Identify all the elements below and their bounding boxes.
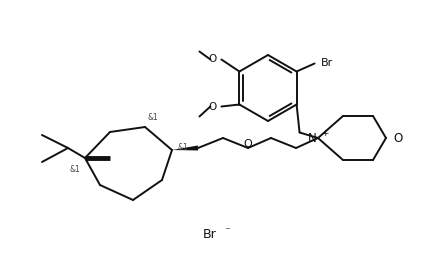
Polygon shape: [172, 146, 198, 151]
Text: O: O: [208, 55, 216, 64]
Text: O: O: [208, 102, 216, 111]
Text: &1: &1: [69, 165, 80, 174]
Text: Br: Br: [321, 59, 333, 69]
Text: N: N: [308, 131, 317, 144]
Text: O: O: [393, 131, 402, 144]
Text: +: +: [321, 128, 329, 138]
Text: O: O: [244, 139, 252, 149]
Text: ⁻: ⁻: [224, 226, 230, 236]
Text: &1: &1: [177, 143, 188, 152]
Text: &1: &1: [147, 113, 158, 122]
Text: Br: Br: [203, 228, 217, 242]
